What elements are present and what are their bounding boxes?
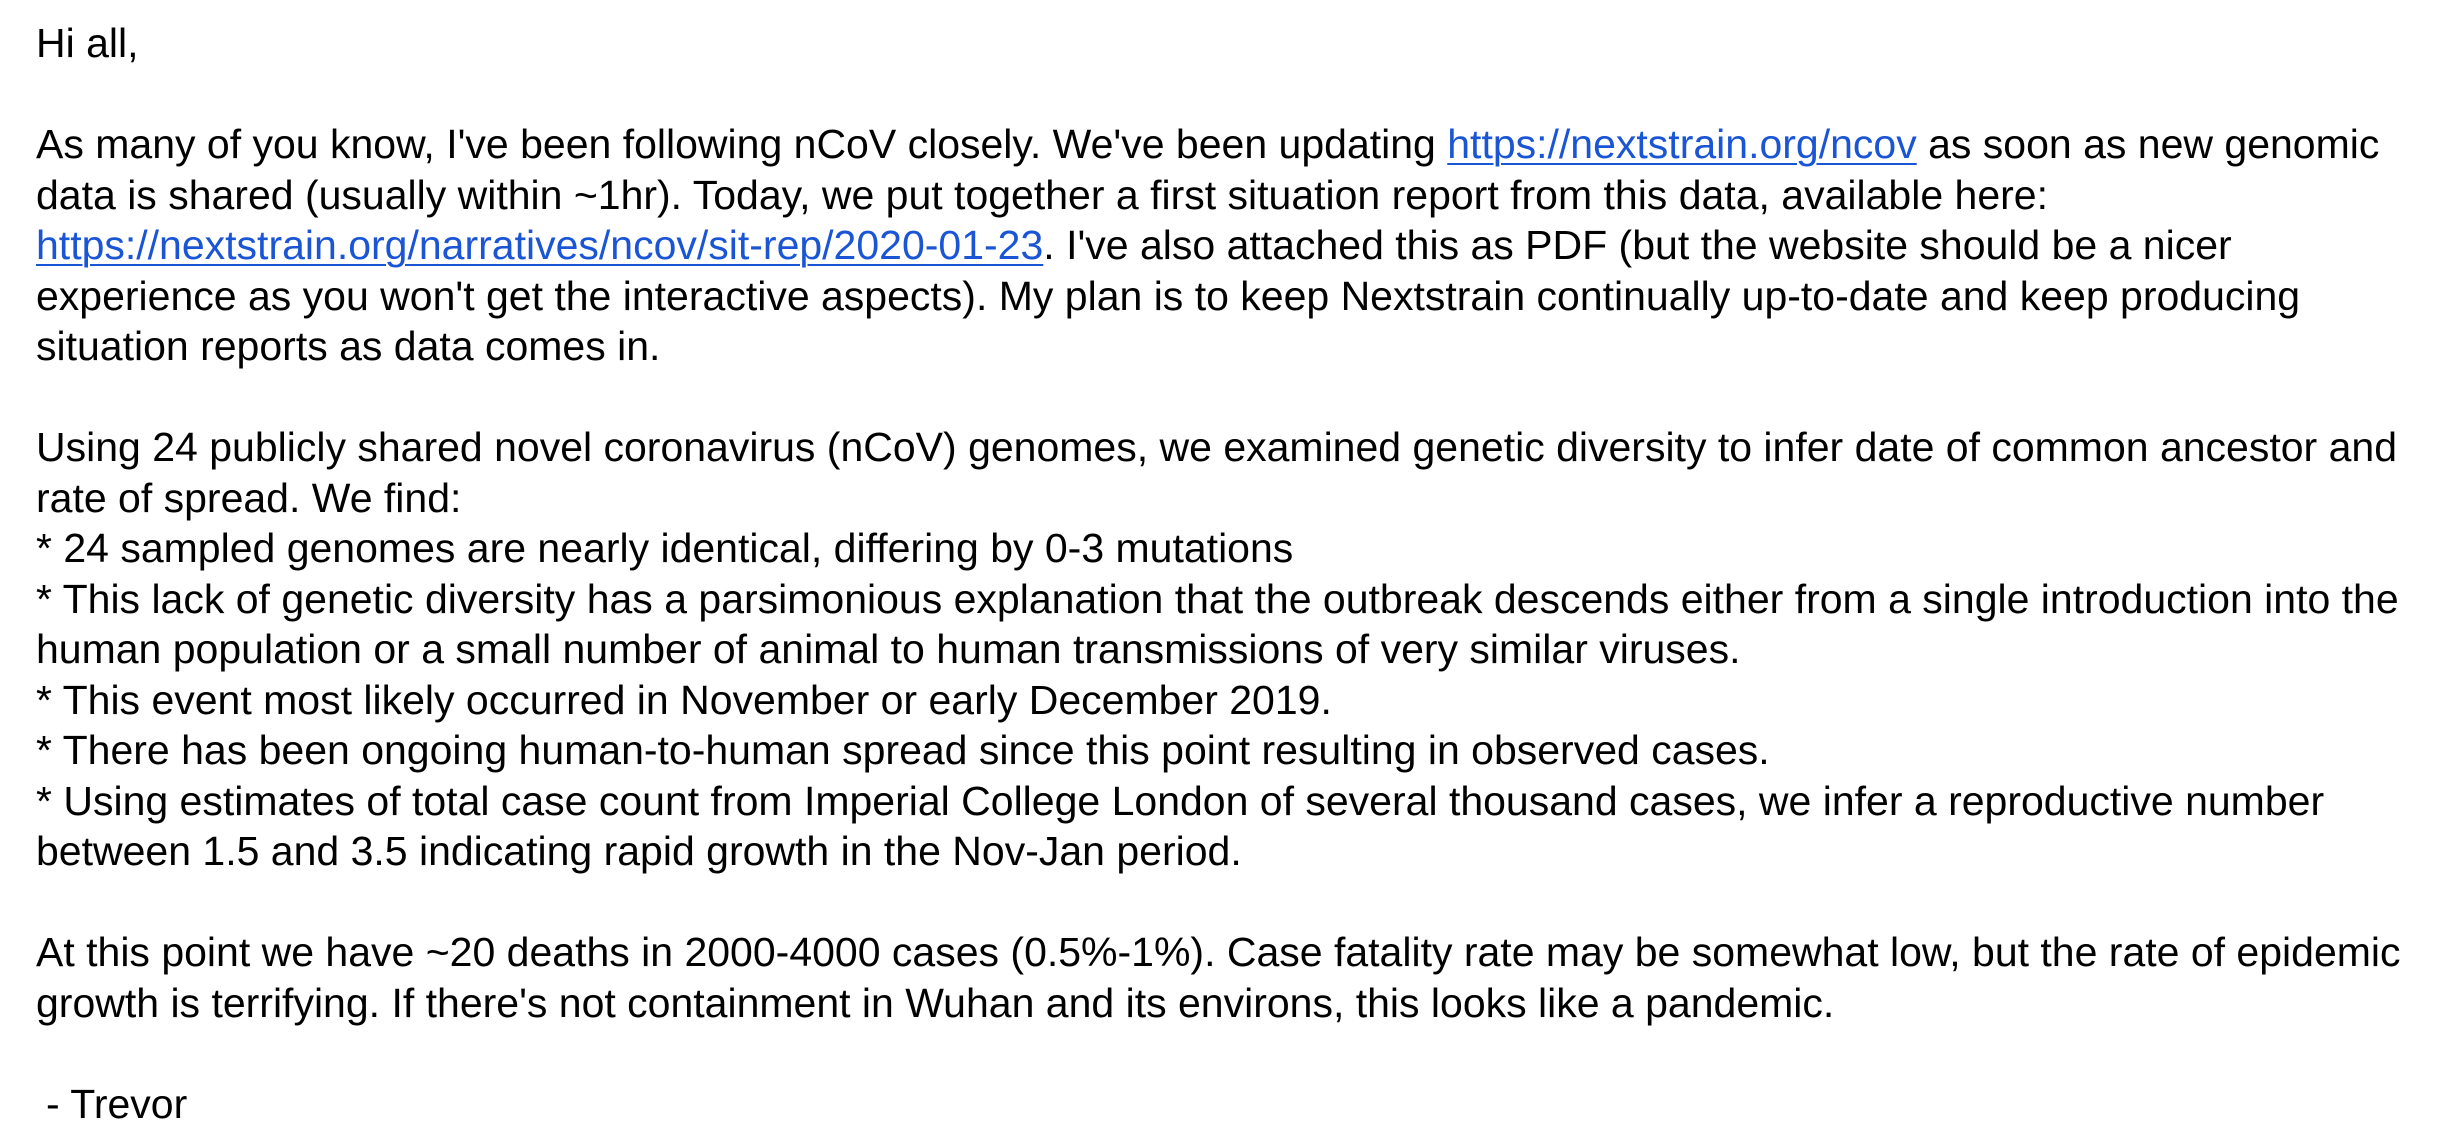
paragraph-text: As many of you know, I've been following… bbox=[36, 121, 1448, 167]
finding-item: * Using estimates of total case count fr… bbox=[36, 777, 2325, 875]
finding-item: * 24 sampled genomes are nearly identica… bbox=[36, 525, 1294, 571]
findings-intro: Using 24 publicly shared novel coronavir… bbox=[36, 424, 2398, 521]
greeting: Hi all, bbox=[36, 20, 139, 66]
paragraph-sitrep: As many of you know, I've been following… bbox=[36, 119, 2426, 372]
sit-rep-link[interactable]: https://nextstrain.org/narratives/ncov/s… bbox=[36, 222, 1044, 268]
finding-item: * There has been ongoing human-to-human … bbox=[36, 727, 1770, 773]
paragraph-findings: Using 24 publicly shared novel coronavir… bbox=[36, 422, 2426, 877]
paragraph-text: as soon as new genomic data is shared (u… bbox=[36, 121, 2380, 218]
signature: - Trevor bbox=[46, 1080, 188, 1127]
email-body: Hi all, As many of you know, I've been f… bbox=[36, 18, 2426, 1129]
finding-item: * This event most likely occurred in Nov… bbox=[36, 676, 1332, 723]
paragraph-outlook: At this point we have ~20 deaths in 2000… bbox=[36, 929, 2401, 1026]
paragraph-text: . I've also attached this as PDF (but th… bbox=[36, 222, 2301, 369]
nextstrain-ncov-link[interactable]: https://nextstrain.org/ncov bbox=[1447, 121, 1917, 167]
finding-item: * This lack of genetic diversity has a p… bbox=[36, 575, 2399, 673]
